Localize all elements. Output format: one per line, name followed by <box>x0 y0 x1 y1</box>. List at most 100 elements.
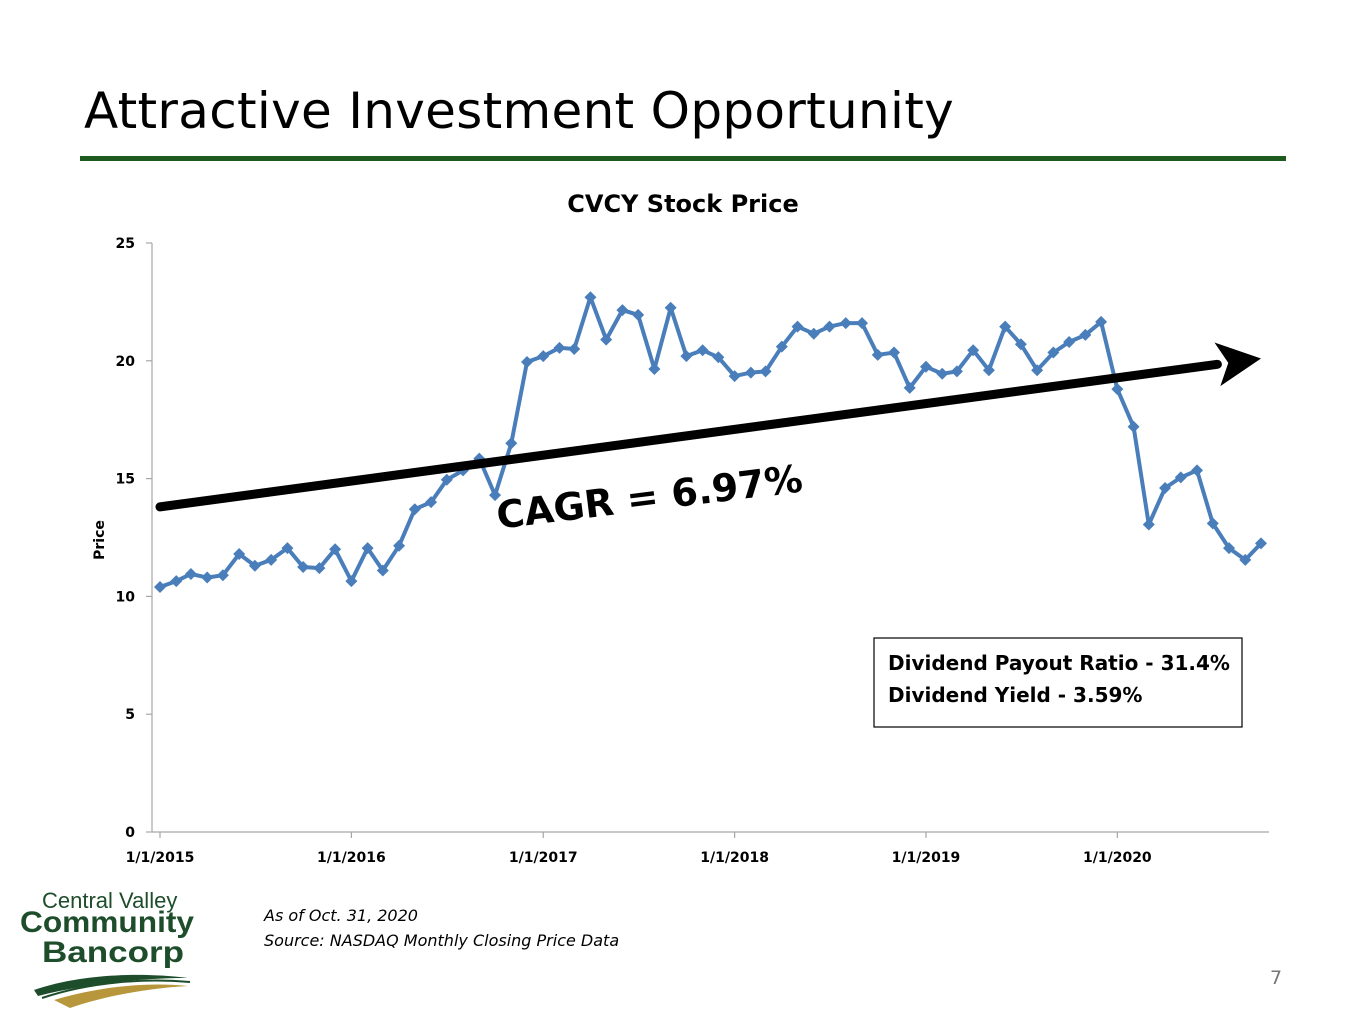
data-point <box>345 575 358 588</box>
data-point <box>425 496 438 509</box>
chart-title: CVCY Stock Price <box>567 190 798 218</box>
data-point <box>871 348 884 361</box>
logo-swoosh-green <box>34 974 188 996</box>
data-point <box>664 301 677 314</box>
data-point <box>919 360 932 373</box>
trend-arrow-shaft <box>155 359 1222 512</box>
data-point <box>839 317 852 330</box>
data-point <box>329 543 342 556</box>
data-point <box>856 317 869 330</box>
data-point <box>201 571 214 584</box>
data-point <box>297 560 310 573</box>
data-point <box>313 562 326 575</box>
dividend-box: Dividend Payout Ratio - 31.4% Dividend Y… <box>873 637 1243 728</box>
data-point <box>936 367 949 380</box>
cagr-annotation: CAGR = 6.97% <box>494 456 805 537</box>
data-point <box>632 308 645 321</box>
data-point <box>1159 482 1172 495</box>
dividend-box-border <box>873 637 1243 728</box>
data-point <box>248 559 261 572</box>
logo-line-3: Bancorp <box>42 936 184 969</box>
data-point <box>1031 364 1044 377</box>
data-point <box>440 473 453 486</box>
x-tick-label: 1/1/2020 <box>1083 850 1152 866</box>
data-point <box>807 327 820 340</box>
data-point <box>728 370 741 383</box>
data-point <box>361 542 374 555</box>
y-tick-label: 25 <box>116 236 135 252</box>
data-point <box>1142 518 1155 531</box>
data-point <box>216 569 229 582</box>
data-point <box>823 320 836 333</box>
data-point <box>1174 471 1187 484</box>
slide-title: Attractive Investment Opportunity <box>84 82 955 140</box>
data-point <box>265 553 278 566</box>
data-point <box>505 437 518 450</box>
y-tick-label: 5 <box>125 707 135 723</box>
data-point <box>1127 420 1140 433</box>
dividend-payout-ratio: Dividend Payout Ratio - 31.4% <box>888 651 1230 675</box>
data-point <box>648 363 661 376</box>
data-point <box>489 489 502 502</box>
data-point <box>744 366 757 379</box>
series-cvcy <box>154 291 1267 593</box>
data-point <box>680 350 693 363</box>
data-point <box>1047 346 1060 359</box>
data-point <box>1079 328 1092 341</box>
x-tick-label: 1/1/2016 <box>317 850 386 866</box>
data-point <box>903 381 916 394</box>
data-point <box>376 564 389 577</box>
data-point <box>616 304 629 317</box>
data-point <box>584 291 597 304</box>
data-point <box>393 539 406 552</box>
y-axis-label: Price <box>92 520 108 560</box>
page-number: 7 <box>1270 967 1283 989</box>
data-point <box>233 547 246 560</box>
data-point <box>1239 553 1252 566</box>
data-point <box>696 344 709 357</box>
data-point <box>1063 335 1076 348</box>
data-point <box>1014 338 1027 351</box>
data-point <box>888 346 900 359</box>
x-tick-label: 1/1/2015 <box>126 850 195 866</box>
data-point <box>408 503 421 516</box>
data-point <box>184 568 197 581</box>
data-point <box>759 365 772 378</box>
data-point <box>982 364 995 377</box>
trend-arrow-head <box>1214 342 1261 387</box>
y-tick-label: 10 <box>116 589 136 605</box>
data-point <box>967 344 980 357</box>
as-of-note: As of Oct. 31, 2020 <box>264 906 418 925</box>
logo-line-1: Central Valley <box>42 888 177 913</box>
data-point <box>568 343 581 356</box>
data-point <box>553 341 566 354</box>
data-point <box>999 320 1012 333</box>
logo-swoosh-line <box>41 979 191 999</box>
company-logo: Central Valley Community Bancorp <box>20 888 194 1008</box>
dividend-yield: Dividend Yield - 3.59% <box>888 683 1142 707</box>
data-point <box>600 333 613 346</box>
data-point <box>521 355 533 368</box>
x-tick-label: 1/1/2018 <box>700 850 769 866</box>
data-point <box>281 542 294 555</box>
y-tick-label: 0 <box>125 825 135 841</box>
data-point <box>154 580 166 593</box>
data-point <box>1206 517 1219 530</box>
source-note: Source: NASDAQ Monthly Closing Price Dat… <box>264 931 620 950</box>
data-point <box>537 350 550 363</box>
y-tick-label: 20 <box>116 354 136 370</box>
y-tick-label: 15 <box>116 472 135 488</box>
title-rule <box>80 156 1286 161</box>
logo-swoosh-gold <box>54 984 188 1008</box>
data-point <box>1255 537 1267 550</box>
data-point <box>1223 542 1236 555</box>
trend-arrow <box>155 342 1261 512</box>
x-tick-label: 1/1/2019 <box>892 850 961 866</box>
x-tick-label: 1/1/2017 <box>509 850 578 866</box>
data-point <box>791 320 804 333</box>
logo-line-2: Community <box>20 906 194 939</box>
data-point <box>775 340 788 353</box>
data-point <box>712 351 725 364</box>
series-line <box>159 295 1263 589</box>
